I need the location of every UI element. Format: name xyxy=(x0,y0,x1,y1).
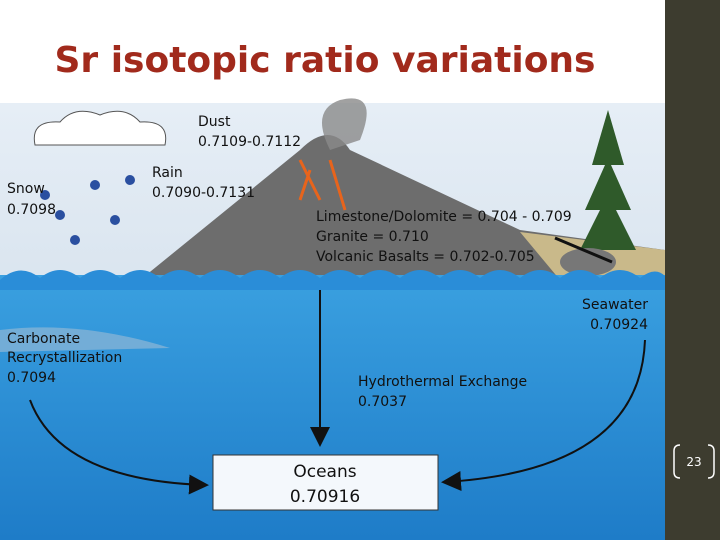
label: 0.7094 xyxy=(7,370,56,386)
label: 0.7109-0.7112 xyxy=(198,134,301,150)
title: Sr isotopic ratio variations xyxy=(55,40,596,81)
label: 0.7037 xyxy=(358,394,407,410)
labels: Dust 0.7109-0.7112 Snow 0.7098 Rain 0.70… xyxy=(7,114,648,507)
slide-number: 23 xyxy=(686,455,701,469)
label: Dust xyxy=(198,114,231,130)
label: Recrystallization xyxy=(7,350,122,366)
label: Granite = 0.710 xyxy=(316,229,429,245)
number-brackets xyxy=(673,444,715,479)
label: 0.7090-0.7131 xyxy=(152,185,255,201)
label: Rain xyxy=(152,165,183,181)
label: 0.70916 xyxy=(290,487,360,507)
label: Oceans xyxy=(293,462,356,482)
label: Hydrothermal Exchange xyxy=(358,374,527,390)
label: 0.7098 xyxy=(7,202,56,218)
label: Volcanic Basalts = 0.702-0.705 xyxy=(316,249,535,265)
label: Seawater xyxy=(582,297,648,313)
label: Carbonate xyxy=(7,331,80,347)
label: Limestone/Dolomite = 0.704 - 0.709 xyxy=(316,209,572,225)
label: Snow xyxy=(7,181,45,197)
illustration xyxy=(0,98,665,540)
label: 0.70924 xyxy=(590,317,648,333)
